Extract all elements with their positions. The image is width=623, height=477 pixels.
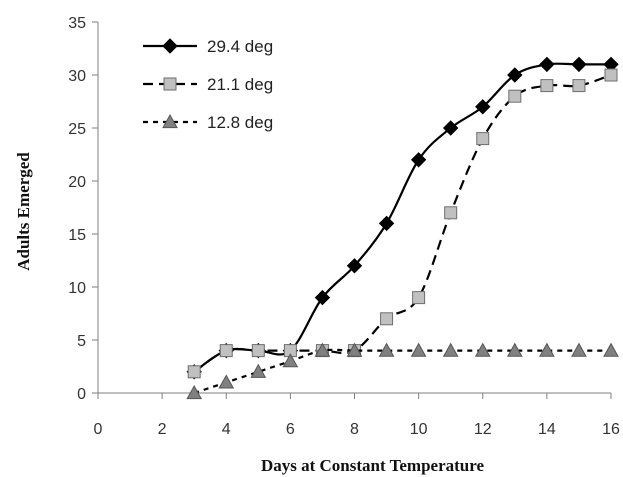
y-tick-label: 30 [68, 68, 86, 85]
data-point [346, 258, 363, 274]
y-tick-label: 5 [77, 333, 86, 350]
data-point [218, 374, 235, 389]
x-tick-label: 8 [350, 421, 359, 438]
y-tick-label: 0 [77, 386, 86, 403]
data-point [346, 342, 363, 357]
legend-item: 21.1 deg [143, 75, 273, 94]
legend-swatch-marker [162, 38, 178, 54]
data-point [604, 68, 618, 82]
data-point [187, 365, 201, 379]
x-tick-label: 4 [222, 421, 231, 438]
x-tick-label: 16 [602, 421, 620, 438]
x-tick-label: 10 [410, 421, 428, 438]
series-layer [186, 56, 619, 400]
series-1 [186, 56, 619, 380]
y-tick-label: 25 [68, 121, 86, 138]
x-axis-title: Days at Constant Temperature [261, 456, 485, 475]
data-point [444, 206, 458, 220]
data-point [378, 215, 395, 232]
data-point [410, 342, 427, 357]
x-tick-label: 2 [158, 421, 167, 438]
legend: 29.4 deg 21.1 deg 12.8 deg [143, 37, 273, 132]
data-point [475, 99, 491, 115]
legend-swatch-marker [163, 77, 177, 91]
y-tick-label: 35 [68, 15, 86, 32]
legend-label: 12.8 deg [207, 113, 273, 132]
x-tick-label: 6 [286, 421, 295, 438]
data-point [540, 79, 554, 93]
data-point [442, 342, 459, 357]
data-point [314, 289, 331, 306]
data-point [410, 152, 427, 168]
data-point [219, 344, 233, 358]
data-point [603, 342, 619, 357]
data-point [539, 56, 555, 73]
data-point [412, 291, 426, 305]
data-point [314, 342, 331, 357]
legend-item: 29.4 deg [143, 37, 273, 56]
data-point [572, 79, 586, 93]
legend-item: 12.8 deg [143, 113, 273, 132]
y-axis-title: Adults Emerged [14, 152, 33, 271]
data-point [251, 344, 265, 358]
data-point [506, 342, 523, 357]
data-point [186, 384, 203, 400]
data-point [571, 56, 587, 73]
legend-swatch-marker [162, 113, 178, 129]
data-point [378, 342, 395, 357]
legend-label: 29.4 deg [207, 37, 273, 56]
data-point [571, 342, 587, 357]
data-point [539, 342, 555, 357]
data-point [474, 342, 491, 357]
data-point [508, 89, 522, 103]
data-point [250, 363, 267, 378]
x-tick-label: 0 [94, 421, 103, 438]
y-tick-label: 20 [68, 174, 86, 191]
data-point [476, 132, 490, 146]
axes: 0 5 10 15 20 25 30 35 0 2 4 6 8 10 12 14 16 [68, 15, 620, 438]
series-line [193, 62, 611, 373]
x-tick-label: 12 [474, 421, 492, 438]
legend-label: 21.1 deg [207, 75, 273, 94]
y-tick-label: 15 [68, 227, 86, 244]
data-point [507, 67, 523, 83]
series-3 [186, 342, 619, 400]
data-point [282, 353, 299, 368]
data-point [380, 312, 394, 326]
data-point [442, 120, 459, 136]
y-tick-label: 10 [68, 280, 86, 297]
x-tick-label: 14 [538, 421, 556, 438]
